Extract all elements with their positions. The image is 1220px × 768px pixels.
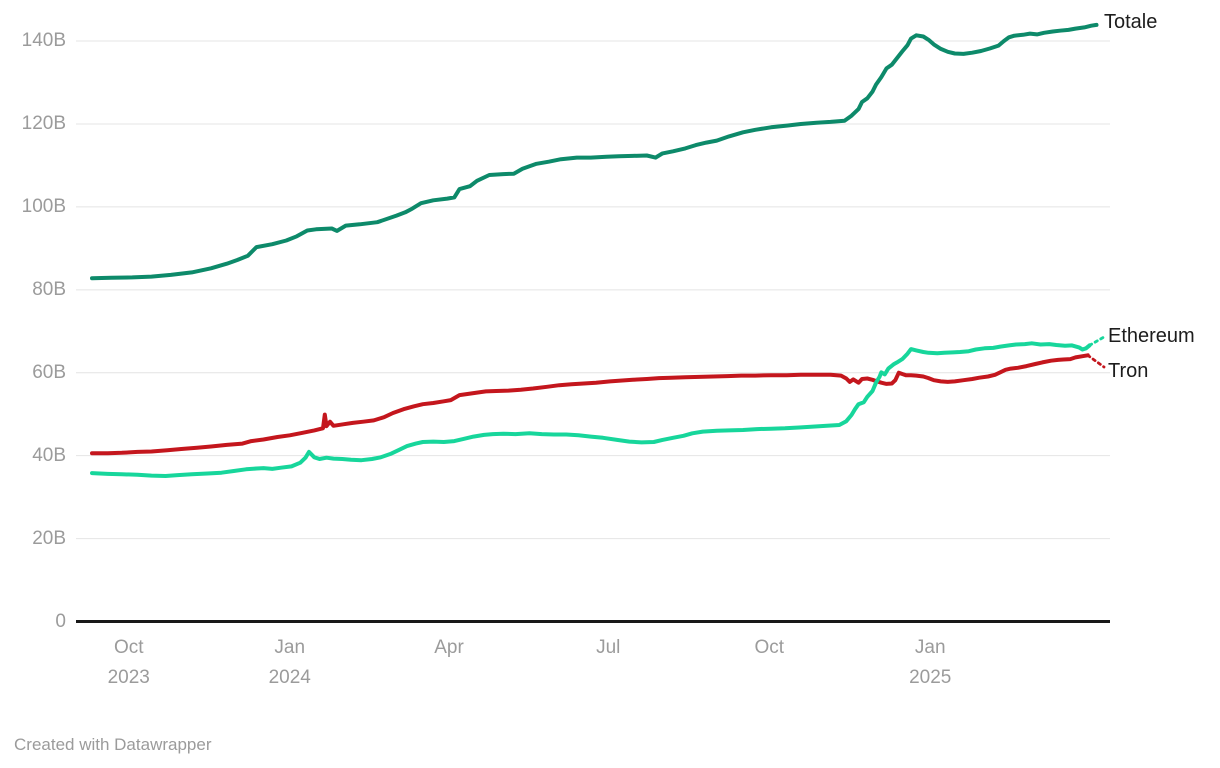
y-tick-label-80B: 80B	[32, 278, 66, 300]
y-tick-label-20B: 20B	[32, 527, 66, 549]
y-tick-label-120B: 120B	[21, 112, 66, 134]
label-connector-tron	[1086, 353, 1106, 369]
label-connector-ethereum	[1088, 335, 1106, 347]
y-tick-label-140B: 140B	[21, 30, 66, 52]
series-label-ethereum: Ethereum	[1108, 325, 1195, 347]
y-tick-label-60B: 60B	[32, 361, 66, 383]
x-tick-year-label-2024: 2024	[268, 667, 311, 688]
y-tick-label-100B: 100B	[21, 195, 66, 217]
x-tick-year-label-2023: 2023	[107, 667, 150, 688]
x-tick-label-Oct-2023: Oct	[113, 637, 144, 658]
x-tick-label-Oct: Oct	[754, 637, 785, 658]
series-label-totale: Totale	[1104, 11, 1158, 33]
x-tick-year-label-2025: 2025	[909, 667, 952, 688]
series-line-ethereum	[90, 341, 1092, 478]
series-label-tron: Tron	[1108, 360, 1149, 382]
x-tick-label-Jan-2024: Jan	[274, 637, 306, 658]
series-line-totale	[90, 22, 1099, 281]
series-line-tron	[90, 353, 1090, 456]
datawrapper-credit: Created with Datawrapper	[14, 735, 212, 754]
x-tick-label-Jan-2025: Jan	[914, 637, 946, 658]
y-tick-label-40B: 40B	[32, 444, 66, 466]
x-tick-label-Jul: Jul	[596, 637, 621, 658]
x-tick-label-Apr: Apr	[434, 637, 464, 658]
y-tick-label-0: 0	[55, 610, 66, 632]
